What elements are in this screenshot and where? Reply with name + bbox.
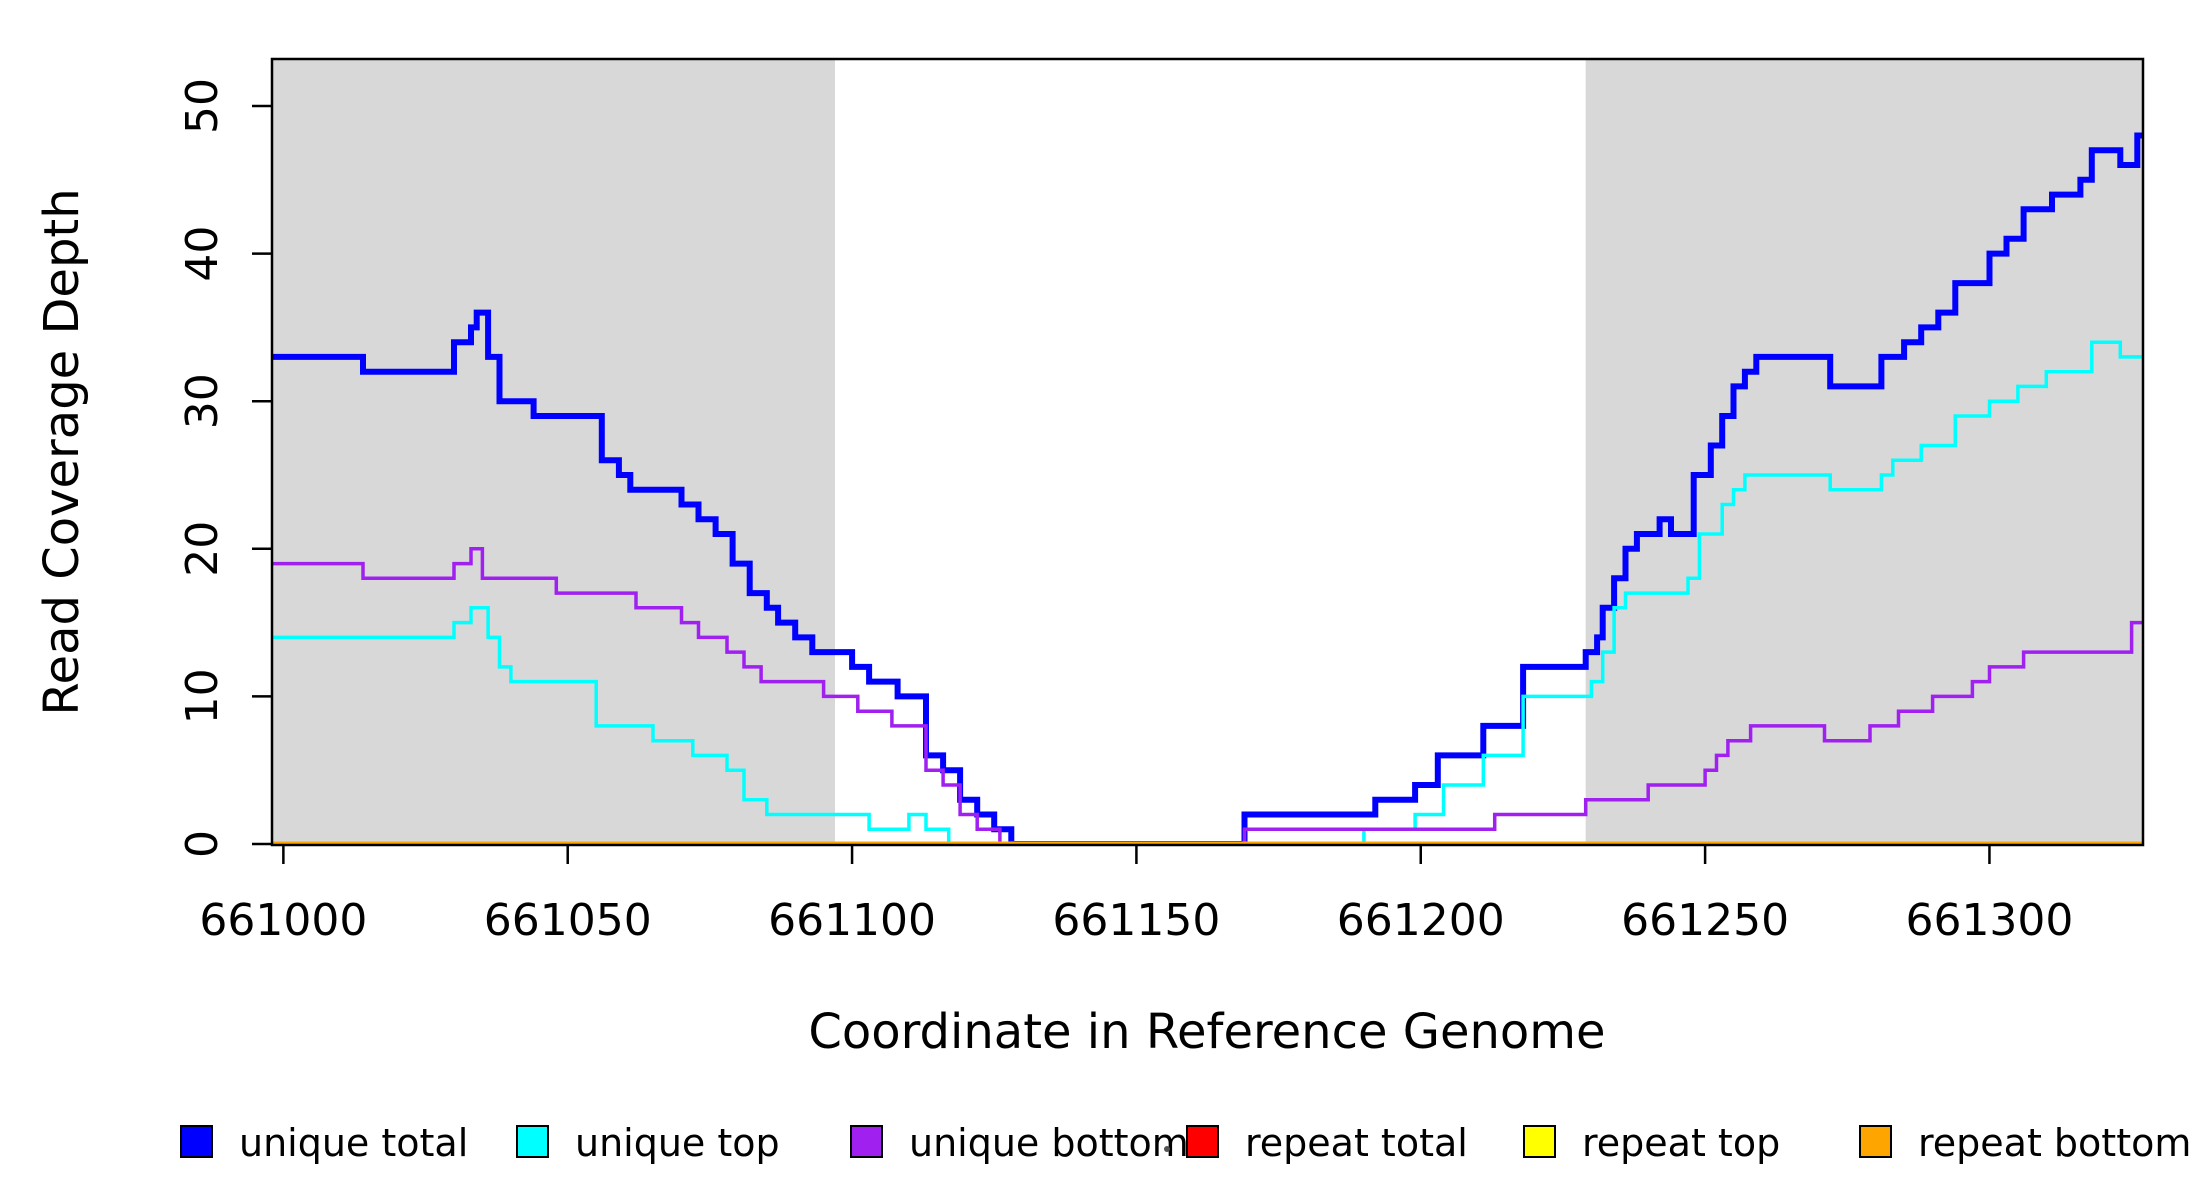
series-line-unique-top — [272, 340, 2143, 845]
legend-item-repeat-bottom: repeat bottom — [1859, 1121, 2191, 1165]
x-tick-label: 661200 — [1337, 895, 1505, 946]
y-tick-label: 0 — [177, 830, 228, 858]
repeat-region-band — [272, 59, 836, 845]
y-axis-title: Read Coverage Depth — [34, 188, 90, 715]
legend-item-unique-top: unique top — [516, 1121, 780, 1165]
series-line-unique-total — [272, 132, 2143, 845]
y-tick-label: 30 — [177, 373, 228, 429]
legend-label: repeat total — [1245, 1121, 1468, 1165]
legend-swatch-icon — [1859, 1125, 1892, 1158]
legend-swatch-icon — [516, 1125, 549, 1158]
x-tick-label: 661300 — [1905, 895, 2073, 946]
legend-swatch-icon — [180, 1125, 213, 1158]
legend-label: unique top — [575, 1121, 780, 1165]
legend-item-unique-total: unique total — [180, 1121, 468, 1165]
y-tick-label: 10 — [177, 668, 228, 724]
y-tick-label: 20 — [177, 521, 228, 577]
legend-item-repeat-total: repeat total — [1186, 1121, 1468, 1165]
x-tick-label: 661000 — [199, 895, 367, 946]
x-tick-label: 661050 — [484, 895, 652, 946]
legend-swatch-icon — [1523, 1125, 1556, 1158]
plot-border-box — [270, 57, 2145, 847]
stray-dot — [1164, 1146, 1170, 1152]
legend-label: repeat top — [1582, 1121, 1780, 1165]
y-tick-label: 40 — [177, 226, 228, 282]
legend-swatch-icon — [1186, 1125, 1219, 1158]
repeat-region-band — [1585, 59, 2143, 845]
x-axis-ticks: 661000 661050 661100 661150 661200 661250 6613… — [199, 845, 2073, 946]
series-line-unique-bottom — [272, 547, 2143, 845]
y-axis-ticks: 0 10 20 30 40 50 — [177, 78, 271, 858]
shaded-region-bands — [272, 59, 2143, 845]
legend-item-unique-bottom: unique bottom — [850, 1121, 1189, 1165]
y-tick-label: 50 — [177, 78, 228, 134]
legend-label: unique bottom — [909, 1121, 1189, 1165]
x-axis-title: Coordinate in Reference Genome — [808, 1004, 1605, 1060]
legend-swatch-icon — [850, 1125, 883, 1158]
legend-label: repeat bottom — [1918, 1121, 2191, 1165]
legend-label: unique total — [239, 1121, 468, 1165]
x-tick-label: 661100 — [768, 895, 936, 946]
chart-legend: unique total unique top unique bottom repea… — [180, 1121, 2191, 1165]
x-tick-label: 661150 — [1052, 895, 1220, 946]
x-tick-label: 661250 — [1621, 895, 1789, 946]
legend-item-repeat-top: repeat top — [1523, 1121, 1780, 1165]
